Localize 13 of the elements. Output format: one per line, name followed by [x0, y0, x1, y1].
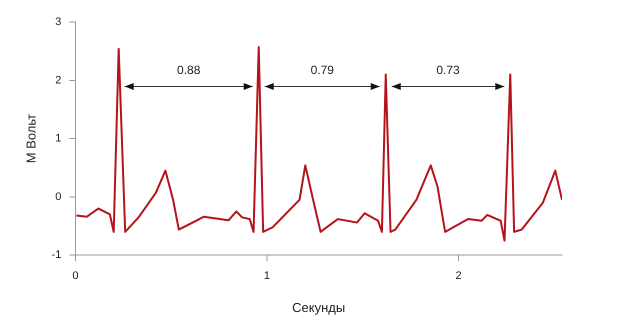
y-tick-label: 3 — [55, 16, 62, 28]
y-tick-label: 1 — [55, 132, 62, 145]
x-tick-label: 1 — [264, 270, 270, 282]
annotation: 0.88 — [177, 62, 201, 77]
y-tick-label: 2 — [55, 74, 62, 86]
annotation: 0.79 — [310, 62, 334, 77]
x-tick-label: 2 — [455, 270, 462, 282]
x-tick-label: 0 — [72, 270, 78, 282]
y-tick-label: -1 — [52, 249, 62, 262]
y-axis-title: М Вольт — [23, 114, 38, 164]
annotation: 0.73 — [436, 62, 460, 77]
y-tick-label: 0 — [55, 190, 62, 203]
x-axis-title: Секунды — [292, 300, 346, 315]
